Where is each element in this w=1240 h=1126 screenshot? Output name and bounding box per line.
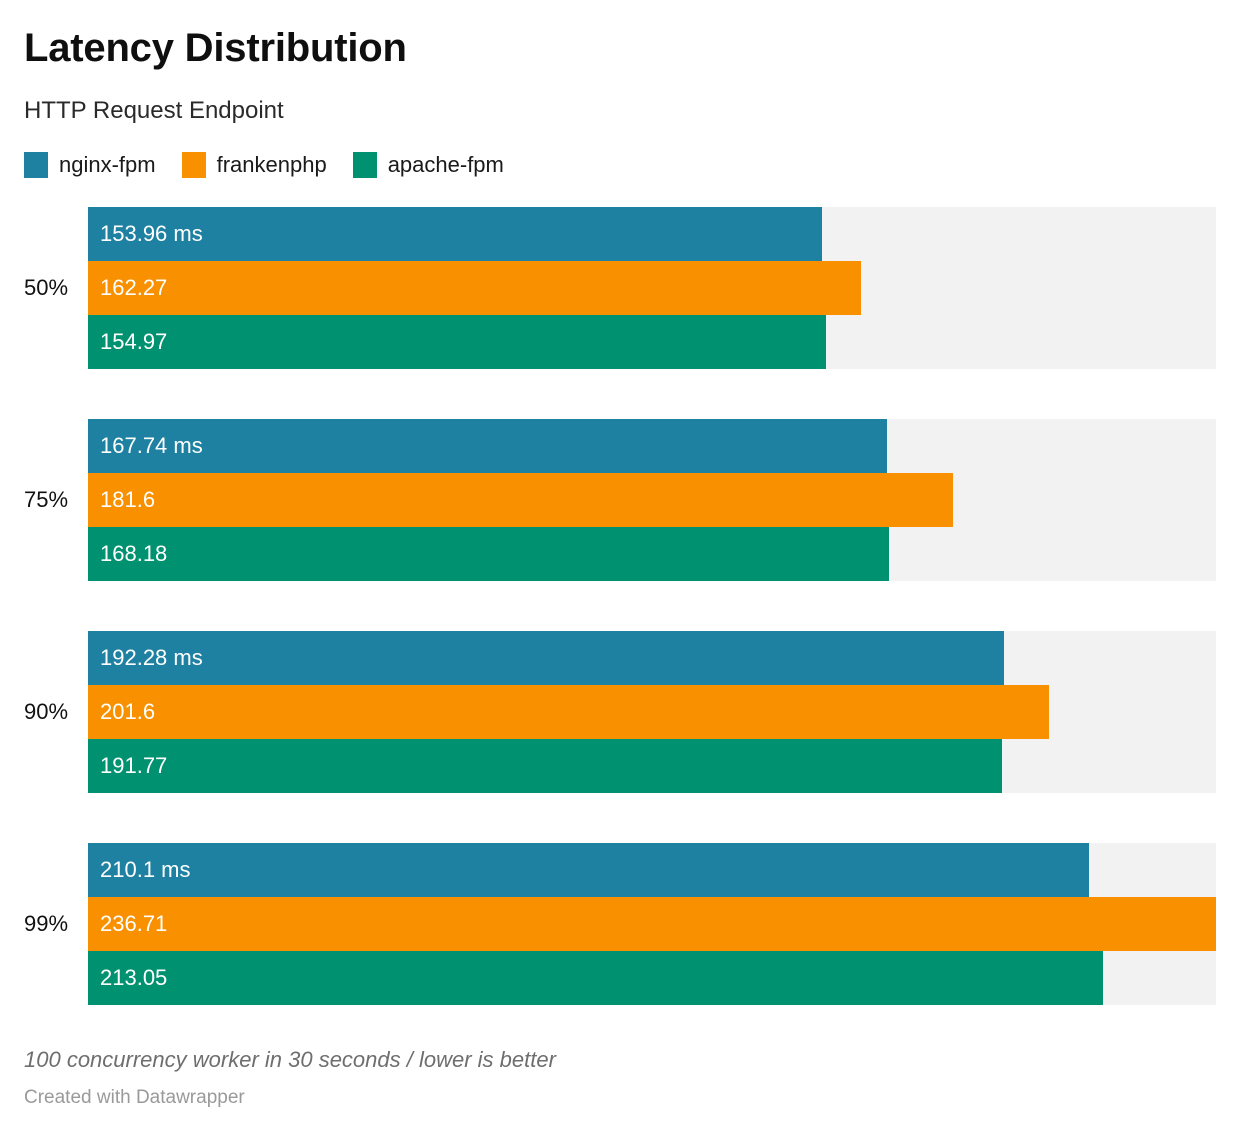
legend-swatch-icon: [352, 152, 377, 178]
category-label: 50%: [24, 275, 69, 300]
bar-group-75pct: 75% 167.74 ms 181.6 168.18: [24, 419, 1216, 581]
bar-track: 153.96 ms 162.27 154.97: [88, 207, 1216, 369]
bar-frankenphp: 162.27: [88, 261, 862, 315]
bar-value-label: 153.96 ms: [100, 221, 203, 246]
chart-title: Latency Distribution: [24, 26, 407, 70]
legend-item-nginx-fpm: nginx-fpm: [24, 152, 156, 178]
legend-item-apache-fpm: apache-fpm: [352, 152, 504, 178]
bar-nginx-fpm: 192.28 ms: [88, 631, 1005, 685]
legend-label: apache-fpm: [387, 152, 504, 177]
bar-apache-fpm: 213.05: [88, 951, 1104, 1005]
bar-value-label: 210.1 ms: [100, 857, 191, 882]
legend-swatch-icon: [181, 152, 206, 178]
bar-apache-fpm: 191.77: [88, 739, 1002, 793]
bar-apache-fpm: 168.18: [88, 527, 890, 581]
bar-group-99pct: 99% 210.1 ms 236.71 213.05: [24, 843, 1216, 1005]
bar-frankenphp: 181.6: [88, 473, 954, 527]
bar-frankenphp: 201.6: [88, 685, 1049, 739]
bar-track: 210.1 ms 236.71 213.05: [88, 843, 1216, 1005]
chart-subtitle: HTTP Request Endpoint: [24, 97, 284, 124]
bar-value-label: 168.18: [100, 541, 168, 566]
bar-value-label: 191.77: [100, 753, 168, 778]
legend-swatch-icon: [24, 152, 48, 178]
legend-label: nginx-fpm: [59, 152, 156, 177]
bar-group-50pct: 50% 153.96 ms 162.27 154.97: [24, 207, 1216, 369]
bar-nginx-fpm: 210.1 ms: [88, 843, 1090, 897]
datawrapper-attribution: Created with Datawrapper: [24, 1087, 245, 1108]
bar-value-label: 213.05: [100, 965, 168, 990]
legend-label: frankenphp: [216, 152, 327, 177]
category-label: 75%: [24, 487, 69, 512]
bar-nginx-fpm: 167.74 ms: [88, 419, 888, 473]
bar-value-label: 181.6: [100, 487, 156, 512]
category-label: 90%: [24, 699, 69, 724]
bar-value-label: 201.6: [100, 699, 156, 724]
bar-value-label: 154.97: [100, 329, 168, 354]
bar-track: 167.74 ms 181.6 168.18: [88, 419, 1216, 581]
footer-note: 100 concurrency worker in 30 seconds / l…: [24, 1047, 556, 1072]
bar-apache-fpm: 154.97: [88, 315, 827, 369]
category-label: 99%: [24, 911, 69, 936]
bar-value-label: 162.27: [100, 275, 168, 300]
bar-value-label: 167.74 ms: [100, 433, 203, 458]
bar-nginx-fpm: 153.96 ms: [88, 207, 822, 261]
chart: 50% 153.96 ms 162.27 154.97 75% 167.74 ms 181.…: [24, 207, 1216, 1005]
bar-group-90pct: 90% 192.28 ms 201.6 191.77: [24, 631, 1216, 793]
bar-track: 192.28 ms 201.6 191.77: [88, 631, 1216, 793]
legend: nginx-fpm frankenphp apache-fpm: [24, 151, 1216, 179]
legend-item-frankenphp: frankenphp: [181, 152, 327, 178]
bar-frankenphp: 236.71: [88, 897, 1216, 951]
bar-value-label: 236.71: [100, 911, 168, 936]
bar-value-label: 192.28 ms: [100, 645, 203, 670]
